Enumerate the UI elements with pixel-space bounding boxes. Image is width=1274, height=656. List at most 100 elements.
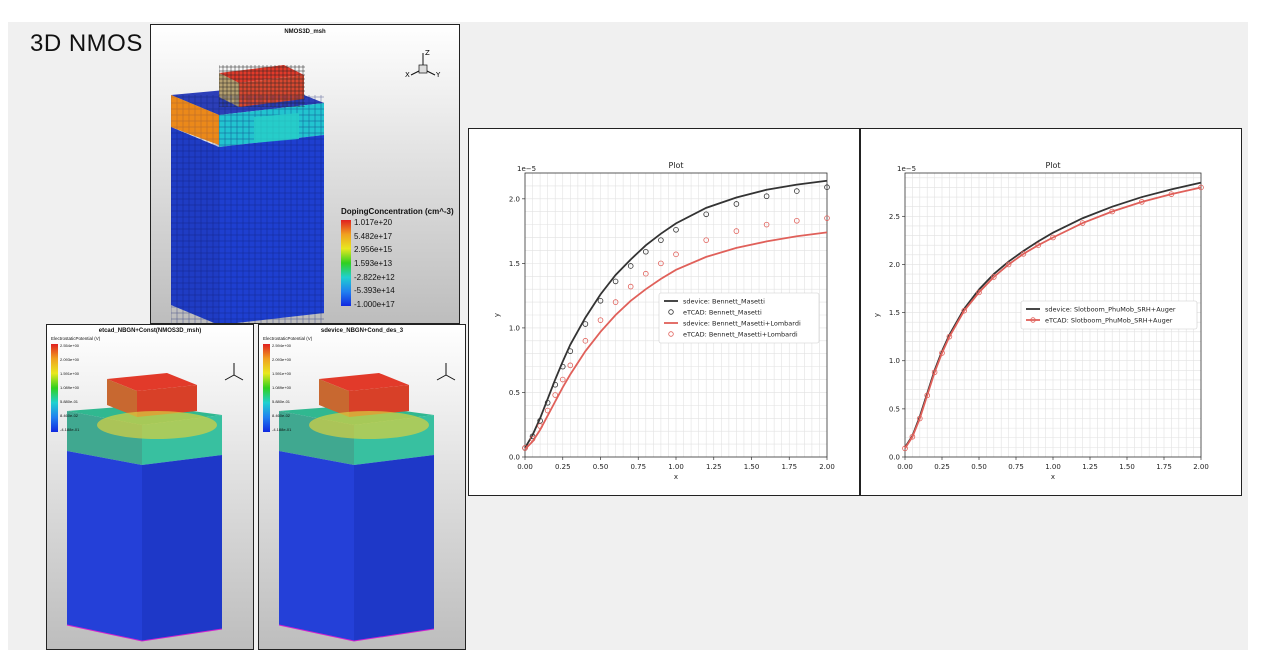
legend-value: -2.822e+12 <box>354 272 395 282</box>
mesh-device-3d <box>171 65 324 323</box>
legend-value: -4.188e-01 <box>60 427 80 432</box>
x-tick-label: 1.75 <box>781 463 797 471</box>
data-point <box>909 433 916 440</box>
x-tick-label: 1.50 <box>744 463 760 471</box>
data-point <box>537 423 543 429</box>
data-point <box>1020 251 1027 257</box>
x-tick-label: 0.00 <box>897 463 913 471</box>
legend-value: 8.460e-02 <box>60 413 79 418</box>
x-tick-label: 0.75 <box>630 463 646 471</box>
data-point <box>1050 234 1056 241</box>
data-point <box>793 217 800 224</box>
legend-value: 8.460e-02 <box>272 413 291 418</box>
chart-2-svg: 0.00 0.25 0.50 0.75 1.00 1.25 1.50 1.75 2.00 0.0 0… <box>873 161 1209 481</box>
data-point <box>924 392 930 399</box>
data-point <box>763 193 770 200</box>
y-tick-label: 1.5 <box>509 260 520 268</box>
axes-triad-icon: Z X Y <box>405 49 441 79</box>
legend-value: -1.000e+17 <box>354 300 395 309</box>
data-point <box>612 278 619 285</box>
data-point <box>658 260 664 267</box>
y-axis-label: y <box>873 313 881 317</box>
data-point <box>946 333 953 340</box>
chart-panel-1: 0.00 0.25 0.50 0.75 1.00 1.25 1.50 1.75 2.00 0.0 0… <box>468 128 860 496</box>
y-tick-label: 2.5 <box>889 213 900 221</box>
data-point <box>559 376 566 383</box>
legend-value: -4.188e-01 <box>272 427 292 432</box>
x-tick-label: 0.50 <box>971 463 987 471</box>
legend-value: 5.880e-01 <box>272 399 291 404</box>
data-point <box>582 321 589 327</box>
x-axis-label: x <box>674 473 678 481</box>
data-point <box>544 407 551 414</box>
slide-title: 3D NMOS <box>30 30 143 57</box>
mesh-viewport: NMOS3D_msh Z X Y Dop <box>150 24 460 324</box>
data-point <box>658 237 664 243</box>
legend-swatch <box>668 309 674 315</box>
chart-title: Plot <box>668 161 683 170</box>
data-point <box>824 184 830 190</box>
legend-value: 1.089e+00 <box>272 385 292 390</box>
data-point <box>763 221 770 228</box>
data-point <box>1079 220 1086 226</box>
legend-value: 2.956e+15 <box>354 245 393 255</box>
data-point <box>673 227 679 233</box>
x-tick-label: 1.25 <box>706 463 722 471</box>
legend-value: 1.089e+00 <box>60 385 80 390</box>
y-tick-label: 0.0 <box>889 454 900 462</box>
scale-label: 1e−5 <box>897 165 916 173</box>
data-point <box>703 237 710 243</box>
data-point <box>627 263 634 269</box>
x-tick-label: 1.00 <box>1045 463 1061 471</box>
etcad-device-3d <box>66 373 223 642</box>
data-point <box>643 248 649 255</box>
data-point <box>991 274 997 280</box>
x-tick-label: 1.00 <box>668 463 684 471</box>
data-point <box>961 307 967 314</box>
series-line <box>524 231 828 450</box>
chart-panel-2: 0.00 0.25 0.50 0.75 1.00 1.25 1.50 1.75 2.00 0.0 0… <box>860 128 1242 496</box>
axis-y-label: Y <box>435 71 441 79</box>
data-point <box>597 298 604 304</box>
data-point <box>612 299 619 305</box>
data-point <box>1168 191 1175 197</box>
data-point <box>733 228 740 234</box>
legend-value: 2.554e+00 <box>60 343 80 348</box>
axis-x-label: X <box>405 71 410 79</box>
axis-z-label: Z <box>425 49 430 57</box>
legend-value: 1.017e+20 <box>354 218 393 227</box>
legend-box <box>1020 300 1198 330</box>
data-point <box>976 289 982 296</box>
data-point <box>1035 242 1042 249</box>
data-point <box>567 348 574 354</box>
y-tick-label: 1.0 <box>509 324 520 332</box>
sdevice-legend-colorbar <box>263 344 270 432</box>
x-tick-label: 0.25 <box>934 463 950 471</box>
data-point <box>1138 199 1145 205</box>
series-line <box>524 179 828 449</box>
sdevice-legend-title: ElectrostaticPotential (V) <box>263 336 313 341</box>
legend-value: 2.594e+00 <box>272 343 292 348</box>
data-point <box>544 399 551 406</box>
sdevice-viewport: sdevice_NBGN+Cond_des_3 ElectrostaticPot… <box>258 324 466 650</box>
legend-label: eTCAD: Bennett_Masetti+Lombardi <box>683 331 798 339</box>
data-point <box>559 363 566 370</box>
legend-label: eTCAD: Slotboom_PhuMob_SRH+Auger <box>1045 317 1173 325</box>
data-point <box>552 392 558 398</box>
etcad-legend-colorbar <box>51 344 58 432</box>
legend-label: sdevice: Bennett_Masetti <box>683 298 765 306</box>
sdevice-device-3d <box>278 373 435 642</box>
x-axis-label: x <box>1051 473 1055 481</box>
y-tick-label: 0.0 <box>509 454 520 462</box>
data-point <box>673 251 679 258</box>
data-point <box>931 369 938 376</box>
data-point <box>793 188 800 194</box>
legend-value: 5.880e-01 <box>60 399 79 404</box>
legend-label: eTCAD: Bennett_Masetti <box>683 309 762 317</box>
axes-triad-icon <box>436 363 456 381</box>
legend-value: 5.482e+17 <box>354 231 393 241</box>
data-point <box>1005 261 1012 268</box>
x-tick-label: 0.50 <box>593 463 609 471</box>
legend-value: -5.393e+14 <box>354 286 395 296</box>
series-3 <box>522 215 830 451</box>
